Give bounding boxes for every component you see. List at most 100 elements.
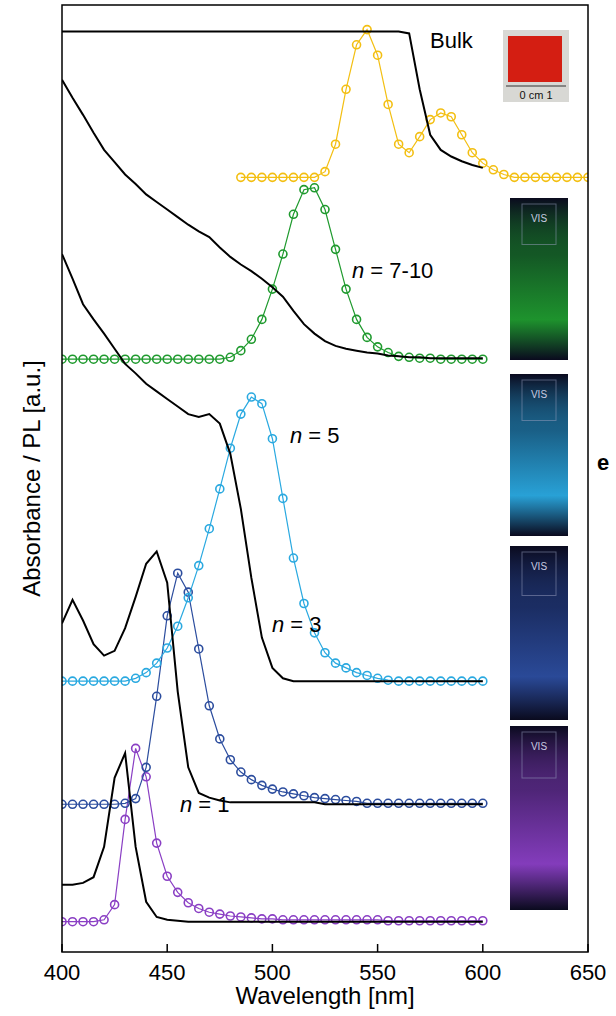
pl-point — [384, 100, 392, 108]
pl-point — [237, 768, 245, 776]
pl-point — [363, 671, 371, 679]
pl-point — [279, 173, 287, 181]
pl-point — [279, 494, 287, 502]
pl-point — [205, 525, 213, 533]
absorbance-line — [62, 551, 483, 804]
pl-point — [300, 173, 308, 181]
photos: VISVISVISVIS0 cm 1 — [503, 30, 569, 910]
annotation-rest: = 7-10 — [364, 258, 433, 283]
pl-point — [552, 173, 560, 181]
pl-point — [247, 173, 255, 181]
pl-point — [353, 315, 361, 323]
pl-point — [447, 113, 455, 121]
pl-line — [62, 397, 483, 681]
bulk-photo — [503, 30, 569, 102]
series-annotation: n = 7-10 — [352, 258, 433, 283]
pl-point — [100, 355, 108, 363]
x-tick — [377, 944, 379, 952]
pl-point — [521, 173, 529, 181]
absorbance-line — [62, 32, 483, 168]
pl-point — [468, 149, 476, 157]
vial-glow — [510, 374, 568, 536]
pl-point — [310, 173, 318, 181]
pl-point — [289, 790, 297, 798]
series-annotation: n = 5 — [290, 423, 340, 448]
pl-point — [268, 173, 276, 181]
pl-point — [310, 794, 318, 802]
pl-point — [132, 795, 140, 803]
pl-point — [268, 435, 276, 443]
pl-point — [79, 918, 87, 926]
pl-point — [121, 799, 129, 807]
pl-point — [132, 355, 140, 363]
pl-point — [226, 353, 234, 361]
pl-line — [241, 30, 588, 178]
annotation-italic: n — [272, 612, 284, 637]
pl-point — [279, 788, 287, 796]
pl-point — [374, 343, 382, 351]
pl-line — [62, 188, 483, 359]
x-tick-label: 650 — [570, 960, 607, 985]
pl-point — [500, 171, 508, 179]
pl-point — [121, 677, 129, 685]
pl-point — [510, 173, 518, 181]
pl-point — [563, 173, 571, 181]
pl-point — [458, 131, 466, 139]
annotation-rest: = 3 — [284, 612, 321, 637]
pl-point — [69, 800, 77, 808]
vial-cap — [522, 552, 556, 596]
pl-point — [111, 901, 119, 909]
pl-point — [153, 839, 161, 847]
series-annotation: Bulk — [430, 28, 474, 53]
pl-point — [90, 918, 98, 926]
panel-letter: e — [597, 450, 609, 475]
x-axis: 400450500550600650 — [44, 944, 607, 985]
pl-point — [247, 776, 255, 784]
pl-point — [321, 168, 329, 176]
pl-point — [195, 904, 203, 912]
pl-point — [69, 918, 77, 926]
pl-point — [163, 872, 171, 880]
x-tick — [272, 944, 274, 952]
y-axis-title: Absorbance / PL [a.u.] — [18, 360, 45, 597]
x-tick-label: 450 — [149, 960, 186, 985]
series-annotation: n = 3 — [272, 612, 322, 637]
x-tick — [61, 944, 63, 952]
pl-point — [258, 400, 266, 408]
pl-point — [237, 913, 245, 921]
x-tick — [166, 944, 168, 952]
pl-point — [226, 756, 234, 764]
frame — [62, 5, 588, 952]
vial-cap — [522, 380, 556, 421]
pl-point — [216, 355, 224, 363]
pl-markers — [62, 569, 487, 808]
vial-photo — [510, 726, 568, 910]
pl-point — [79, 355, 87, 363]
pl-point — [237, 347, 245, 355]
chart: VISVISVISVIS0 cm 1400450500550600650Wave… — [0, 0, 616, 1016]
pl-point — [321, 649, 329, 657]
inset-label: 0 cm 1 — [519, 89, 552, 101]
ruler — [506, 86, 566, 87]
pl-point — [90, 355, 98, 363]
pl-point — [174, 622, 182, 630]
pl-point — [332, 796, 340, 804]
pl-point — [258, 781, 266, 789]
pl-point — [332, 140, 340, 148]
vial-label: VIS — [531, 213, 547, 224]
x-tick — [587, 944, 589, 952]
vial-glow — [510, 198, 568, 360]
vial-glow — [510, 546, 568, 720]
pl-point — [100, 800, 108, 808]
pl-point — [268, 785, 276, 793]
pl-point — [142, 669, 150, 677]
pl-point — [247, 335, 255, 343]
pl-point — [258, 315, 266, 323]
pl-point — [163, 355, 171, 363]
pl-point — [142, 355, 150, 363]
bulk-crystal — [508, 36, 562, 82]
pl-point — [342, 664, 350, 672]
pl-point — [121, 815, 129, 823]
pl-point — [363, 333, 371, 341]
pl-point — [184, 355, 192, 363]
